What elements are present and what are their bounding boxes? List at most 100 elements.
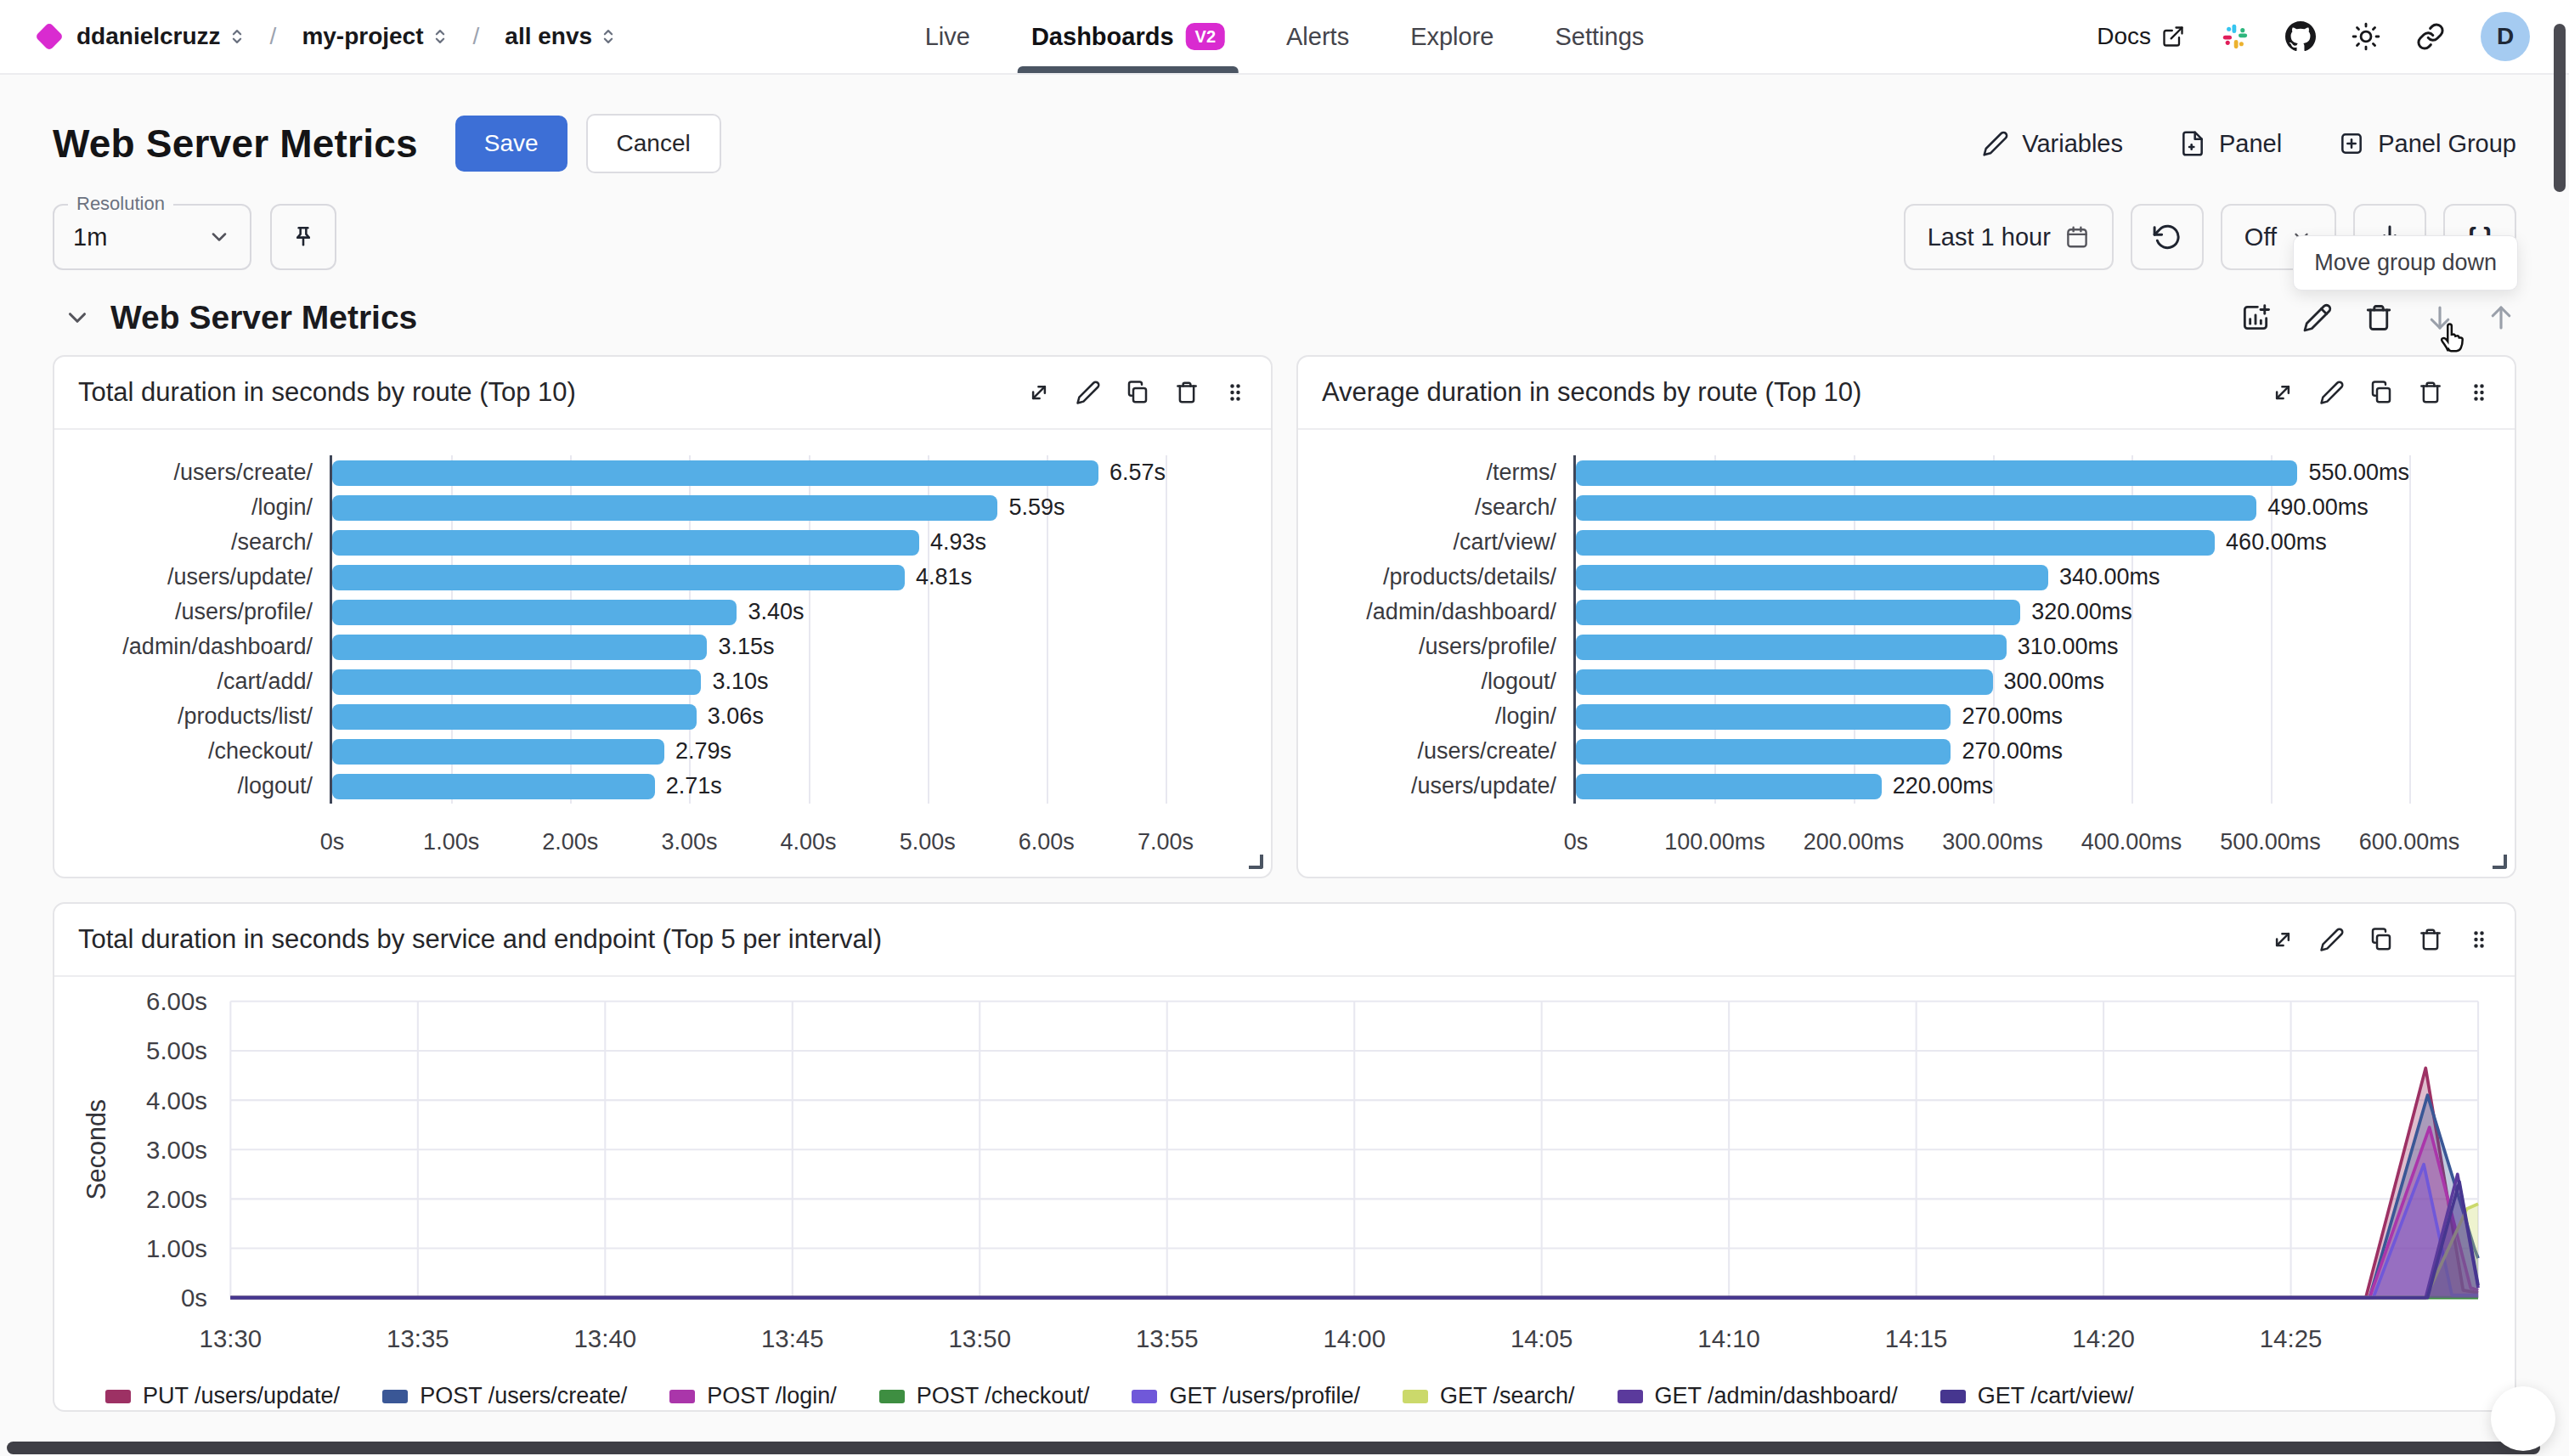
- drag-panel-handle[interactable]: [1223, 380, 1247, 405]
- drag-panel-handle[interactable]: [2467, 927, 2491, 952]
- edit-panel-button[interactable]: [2319, 927, 2345, 952]
- timeseries-svg: 6.00s5.00s4.00s3.00s2.00s1.00s0s13:3013:…: [66, 987, 2494, 1380]
- legend-label: POST /users/create/: [420, 1383, 627, 1409]
- bar-value-label: 3.10s: [712, 669, 768, 695]
- horizontal-scrollbar-thumb[interactable]: [7, 1442, 2540, 1454]
- x-tick-label: 400.00ms: [2081, 829, 2182, 855]
- bar-row: 320.00ms: [1576, 595, 2409, 629]
- bar[interactable]: [332, 704, 697, 730]
- bar[interactable]: [332, 460, 1098, 486]
- bar[interactable]: [332, 739, 664, 765]
- bar[interactable]: [1576, 635, 2007, 660]
- user-avatar[interactable]: D: [2481, 12, 2530, 61]
- add-chart-to-group-button[interactable]: [2239, 302, 2272, 334]
- vertical-scrollbar-thumb[interactable]: [2554, 24, 2566, 192]
- bar-value-label: 220.00ms: [1893, 773, 1994, 799]
- tab-dashboards[interactable]: Dashboards V2: [1031, 0, 1225, 73]
- edit-group-button[interactable]: [2302, 302, 2333, 333]
- legend-label: GET /admin/dashboard/: [1655, 1383, 1898, 1409]
- move-group-up-button[interactable]: [2486, 302, 2516, 333]
- edit-panel-button[interactable]: [2319, 380, 2345, 405]
- tab-explore[interactable]: Explore: [1410, 0, 1493, 73]
- bar[interactable]: [1576, 774, 1882, 799]
- save-button[interactable]: Save: [455, 116, 567, 172]
- bar[interactable]: [1576, 669, 1993, 695]
- slack-button[interactable]: [2221, 22, 2250, 51]
- delete-panel-button[interactable]: [2418, 380, 2443, 405]
- cancel-button[interactable]: Cancel: [586, 114, 721, 173]
- duplicate-panel-button[interactable]: [2369, 380, 2394, 405]
- delete-panel-button[interactable]: [1174, 380, 1200, 405]
- breadcrumb-org[interactable]: ddanielcruzz: [76, 23, 245, 50]
- bar-row: 4.81s: [332, 560, 1166, 595]
- bar-chart-area: /terms//search//cart/view//products/deta…: [1298, 430, 2515, 877]
- bar-value-label: 460.00ms: [2226, 529, 2327, 556]
- panel-title: Total duration in seconds by route (Top …: [78, 377, 576, 408]
- bar[interactable]: [332, 774, 655, 799]
- docs-link[interactable]: Docs: [2097, 23, 2185, 50]
- expand-panel-button[interactable]: [2270, 380, 2295, 405]
- expand-panel-button[interactable]: [1026, 380, 1052, 405]
- bar[interactable]: [332, 565, 905, 590]
- bar-row: 460.00ms: [1576, 525, 2409, 560]
- duplicate-panel-button[interactable]: [1125, 380, 1150, 405]
- bar[interactable]: [332, 495, 997, 521]
- dashboard-page: Web Server Metrics Save Cancel Variables…: [0, 75, 2569, 1412]
- legend-item[interactable]: GET /search/: [1403, 1383, 1575, 1409]
- resolution-value: 1m: [73, 223, 107, 251]
- refresh-button[interactable]: [2131, 204, 2204, 270]
- legend-label: GET /cart/view/: [1978, 1383, 2134, 1409]
- add-panel-button[interactable]: Panel: [2179, 130, 2282, 158]
- legend-item[interactable]: GET /users/profile/: [1132, 1383, 1360, 1409]
- bar[interactable]: [332, 600, 737, 625]
- bar[interactable]: [1576, 530, 2215, 556]
- bar[interactable]: [1576, 495, 2256, 521]
- theme-toggle-button[interactable]: [2352, 22, 2380, 51]
- resize-handle[interactable]: [1249, 855, 1263, 869]
- variables-button[interactable]: Variables: [1982, 130, 2123, 158]
- legend-item[interactable]: POST /checkout/: [879, 1383, 1090, 1409]
- duplicate-panel-button[interactable]: [2369, 927, 2394, 952]
- legend-item[interactable]: POST /users/create/: [382, 1383, 627, 1409]
- collapse-group-button[interactable]: [63, 303, 92, 332]
- pin-button[interactable]: [270, 204, 336, 270]
- panel-group-header: Web Server Metrics Move group down: [53, 299, 2516, 336]
- bar[interactable]: [332, 669, 701, 695]
- tooltip: Move group down: [2293, 235, 2518, 291]
- chevron-up-down-icon: [229, 27, 245, 46]
- tab-live[interactable]: Live: [925, 0, 970, 73]
- legend-item[interactable]: PUT /users/update/: [105, 1383, 340, 1409]
- edit-panel-button[interactable]: [1076, 380, 1101, 405]
- resolution-select[interactable]: Resolution 1m: [53, 204, 251, 270]
- bar-value-label: 5.59s: [1008, 494, 1064, 521]
- bar-row: 3.06s: [332, 699, 1166, 734]
- bar[interactable]: [1576, 704, 1951, 730]
- legend-item[interactable]: GET /admin/dashboard/: [1618, 1383, 1898, 1409]
- tab-settings[interactable]: Settings: [1555, 0, 1644, 73]
- bar[interactable]: [1576, 600, 2020, 625]
- legend-item[interactable]: POST /login/: [669, 1383, 837, 1409]
- resize-handle[interactable]: [2493, 855, 2507, 869]
- copy-icon: [1125, 380, 1150, 405]
- bar[interactable]: [1576, 565, 2048, 590]
- legend-item[interactable]: GET /cart/view/: [1940, 1383, 2134, 1409]
- bar[interactable]: [332, 530, 919, 556]
- bar[interactable]: [1576, 460, 2297, 486]
- delete-panel-button[interactable]: [2418, 927, 2443, 952]
- bar-value-label: 2.71s: [666, 773, 722, 799]
- expand-panel-button[interactable]: [2270, 927, 2295, 952]
- add-panel-group-button[interactable]: Panel Group: [2338, 130, 2516, 158]
- floating-corner-button[interactable]: [2491, 1386, 2555, 1451]
- tab-alerts[interactable]: Alerts: [1286, 0, 1349, 73]
- bar[interactable]: [1576, 739, 1951, 765]
- move-group-down-button[interactable]: Move group down: [2425, 302, 2455, 333]
- time-range-button[interactable]: Last 1 hour: [1904, 204, 2114, 270]
- drag-panel-handle[interactable]: [2467, 380, 2491, 405]
- copy-link-button[interactable]: [2416, 22, 2445, 51]
- github-button[interactable]: [2285, 21, 2316, 52]
- breadcrumb-env[interactable]: all envs: [505, 23, 616, 50]
- bar[interactable]: [332, 635, 707, 660]
- breadcrumb-project[interactable]: my-project: [302, 23, 447, 50]
- delete-group-button[interactable]: [2363, 302, 2394, 333]
- bar-row: 2.71s: [332, 769, 1166, 804]
